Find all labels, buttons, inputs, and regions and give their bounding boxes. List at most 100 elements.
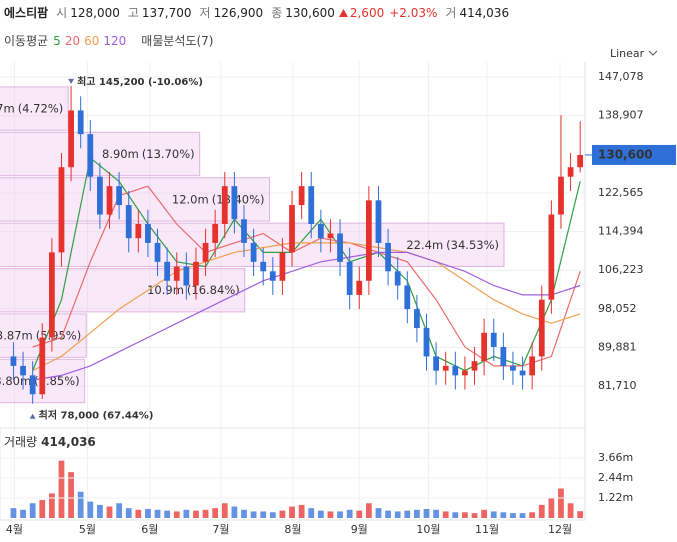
volume-bar	[327, 511, 334, 518]
field-label: 거	[445, 6, 457, 20]
candle-body	[260, 261, 267, 272]
volume-tick-label: 1.22m	[598, 491, 633, 504]
candle-body	[212, 223, 219, 243]
candle-body	[173, 266, 180, 281]
candle-body	[519, 370, 526, 376]
volume-bar	[116, 503, 122, 518]
volume-bar	[39, 499, 46, 518]
scale-label[interactable]: Linear	[610, 47, 645, 60]
candle-body	[346, 261, 353, 295]
profile-volume: 3.87m	[0, 328, 33, 342]
x-tick-label: 6월	[141, 523, 158, 536]
candle-body	[106, 186, 113, 215]
volume-bar	[365, 503, 372, 518]
candle-body	[77, 110, 84, 135]
extreme-marker	[29, 413, 36, 419]
extreme-marker	[68, 78, 75, 84]
volume-tick-label: 3.66m	[598, 451, 633, 464]
candle-body	[289, 205, 295, 253]
volume-bar	[375, 508, 382, 518]
profile-share: (5.95%)	[36, 328, 82, 342]
candle-body	[241, 219, 247, 243]
volume-bar	[193, 510, 199, 518]
candle-body	[481, 332, 488, 362]
x-tick-label: 11월	[475, 523, 499, 536]
x-tick-label: 9월	[351, 523, 368, 536]
volume-bar	[20, 509, 26, 518]
profile-volume: 8.90m	[102, 146, 139, 160]
volume-value: 414,036	[41, 435, 96, 449]
profile-label: 12.0m (18.40%)	[172, 192, 265, 206]
volume-bar	[77, 491, 84, 518]
ma-line	[32, 242, 581, 372]
volume-bar	[212, 508, 219, 518]
candle-body	[385, 242, 391, 272]
field-value: 137,700	[141, 5, 192, 20]
profile-band	[0, 86, 69, 131]
candle-body	[471, 361, 478, 371]
candle-body	[58, 167, 65, 253]
header: 에스티팜 시 128,000 고 137,700 저 126,900 종 130,600…	[4, 4, 509, 21]
volume-bar	[404, 510, 411, 518]
candle-body	[500, 346, 507, 366]
legend-entry[interactable]: 20	[64, 33, 81, 48]
candle-body	[452, 365, 459, 376]
field-value: 130,600	[285, 5, 335, 20]
current-label: 130,600	[598, 147, 653, 161]
legend-entry[interactable]: 5	[53, 33, 61, 48]
candle-body	[356, 280, 363, 295]
candle-body	[462, 370, 468, 376]
legend-entry[interactable]: 120	[103, 33, 127, 48]
candle-body	[375, 200, 382, 243]
candle-body	[337, 233, 343, 262]
profile-share: (5.85%)	[34, 374, 80, 388]
ma-line	[32, 251, 581, 381]
legend-entry[interactable]: 60	[84, 33, 100, 48]
y-tick-label: 98,052	[598, 302, 637, 315]
candle-body	[135, 223, 142, 239]
profile-share: (18.40%)	[212, 192, 265, 206]
profile-label: 22.4m (34.53%)	[406, 237, 499, 251]
extreme-label: 최고 145,200 (-10.06%)	[77, 75, 203, 88]
volume-bar	[10, 508, 17, 518]
candle-body	[269, 271, 276, 281]
candle-body	[10, 356, 17, 366]
ma-label[interactable]: 이동평균	[4, 34, 49, 48]
candle-body	[490, 332, 497, 347]
field-value: 126,900	[213, 5, 264, 20]
y-tick-label: 89,881	[598, 341, 637, 354]
x-tick-label: 5월	[79, 523, 96, 536]
volume-bar	[414, 509, 420, 518]
volume-bar	[241, 509, 247, 518]
candle-body	[548, 214, 555, 300]
y-tick-label: 106,223	[598, 263, 644, 276]
ma-line	[32, 156, 581, 372]
volume-bar	[173, 511, 180, 518]
candle-body	[308, 186, 315, 224]
up-icon	[338, 8, 348, 17]
volume-bar	[308, 508, 315, 518]
volume-bar	[106, 506, 113, 518]
y-tick-label: 147,078	[598, 70, 644, 83]
candle-body	[97, 176, 103, 215]
volume-bar	[423, 508, 430, 518]
candle-body	[298, 186, 305, 206]
field-label: 저	[199, 6, 211, 20]
volume-bar	[433, 509, 439, 518]
profile-share: (4.72%)	[18, 101, 64, 115]
candle-body	[145, 223, 151, 243]
volume-bar	[317, 510, 324, 518]
profile-volume: 3.07m	[0, 101, 15, 115]
profile-band	[0, 268, 246, 313]
volume-bar	[471, 513, 478, 518]
profile-volume: 12.0m	[172, 192, 209, 206]
candle-body	[414, 309, 420, 329]
candle-body	[279, 252, 286, 281]
volume-bar	[510, 513, 516, 518]
volume-bar	[202, 509, 209, 518]
x-tick-label: 4월	[6, 523, 23, 536]
profile-label[interactable]: 매물분석도(7)	[141, 34, 214, 48]
candle-body	[567, 167, 574, 177]
candle-body	[327, 233, 334, 239]
